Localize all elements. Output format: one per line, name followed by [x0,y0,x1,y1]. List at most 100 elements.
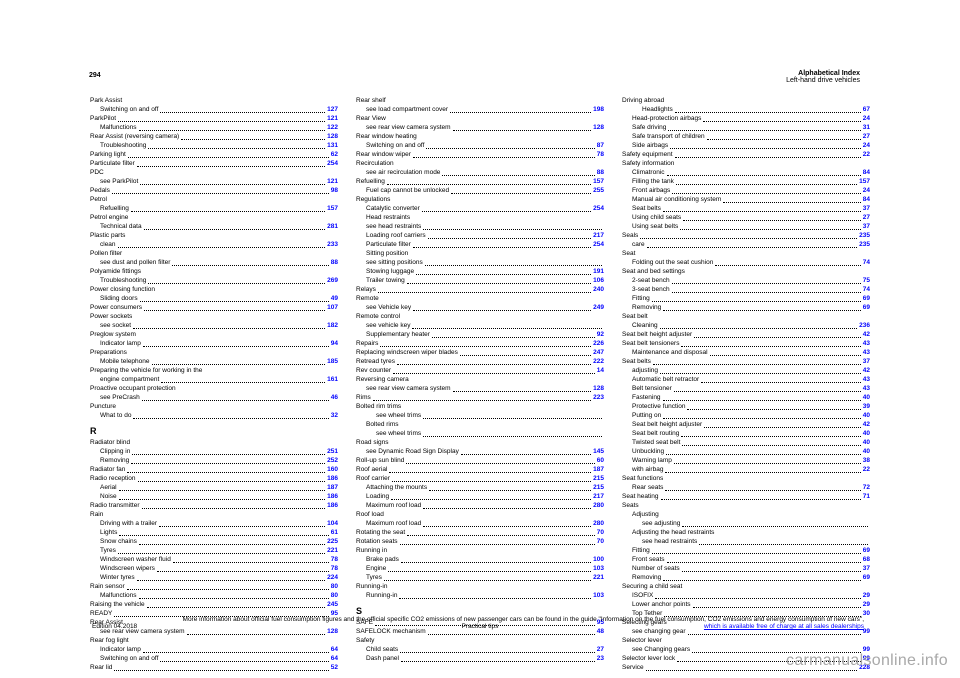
index-entry-page[interactable]: 78 [331,555,338,564]
index-entry-page[interactable]: 88 [597,168,604,177]
index-entry-page[interactable]: 215 [593,474,604,483]
index-entry-page[interactable]: 254 [593,204,604,213]
index-entry-page[interactable]: 23 [597,654,604,663]
index-entry-page[interactable]: 24 [863,186,870,195]
index-entry-page[interactable]: 22 [863,150,870,159]
index-entry-page[interactable]: 87 [597,141,604,150]
index-entry-page[interactable]: 122 [327,123,338,132]
index-entry-page[interactable]: 94 [331,339,338,348]
index-entry-page[interactable]: 14 [597,366,604,375]
index-entry-page[interactable]: 226 [593,339,604,348]
index-entry-page[interactable]: 251 [327,447,338,456]
index-entry-page[interactable]: 74 [863,285,870,294]
index-entry-page[interactable]: 43 [863,375,870,384]
index-entry-page[interactable]: 233 [327,240,338,249]
index-entry-page[interactable]: 157 [593,177,604,186]
index-entry-page[interactable]: 84 [863,168,870,177]
index-entry-page[interactable]: 69 [863,294,870,303]
index-entry-page[interactable]: 70 [597,528,604,537]
index-entry-page[interactable]: 187 [327,483,338,492]
index-entry-page[interactable]: 280 [593,501,604,510]
index-entry-page[interactable]: 186 [327,492,338,501]
index-entry-page[interactable]: 69 [863,303,870,312]
index-entry-page[interactable]: 103 [593,591,604,600]
index-entry-page[interactable]: 254 [593,240,604,249]
index-entry-page[interactable]: 37 [863,564,870,573]
index-entry-page[interactable]: 245 [327,600,338,609]
index-entry-page[interactable]: 39 [863,402,870,411]
index-entry-page[interactable]: 42 [863,330,870,339]
index-entry-page[interactable]: 236 [859,321,870,330]
index-entry-page[interactable]: 88 [331,258,338,267]
index-entry-page[interactable]: 27 [863,213,870,222]
index-entry-page[interactable]: 27 [863,132,870,141]
index-entry-page[interactable]: 225 [327,537,338,546]
index-entry-page[interactable]: 92 [597,330,604,339]
index-entry-page[interactable]: 161 [327,375,338,384]
index-entry-page[interactable]: 269 [327,276,338,285]
index-entry-page[interactable]: 281 [327,222,338,231]
index-entry-page[interactable]: 27 [597,645,604,654]
index-entry-page[interactable]: 40 [863,411,870,420]
index-entry-page[interactable]: 157 [859,177,870,186]
index-entry-page[interactable]: 254 [327,159,338,168]
index-entry-page[interactable]: 43 [863,384,870,393]
index-entry-page[interactable]: 29 [863,600,870,609]
index-entry-page[interactable]: 104 [327,519,338,528]
index-entry-page[interactable]: 121 [327,114,338,123]
index-entry-page[interactable]: 37 [863,204,870,213]
index-entry-page[interactable]: 64 [331,654,338,663]
index-entry-page[interactable]: 75 [863,276,870,285]
index-entry-page[interactable]: 52 [331,663,338,672]
index-entry-page[interactable]: 42 [863,366,870,375]
index-entry-page[interactable]: 128 [327,132,338,141]
index-entry-page[interactable]: 22 [863,465,870,474]
index-entry-page[interactable]: 78 [331,564,338,573]
index-entry-page[interactable]: 221 [327,546,338,555]
index-entry-page[interactable]: 60 [597,456,604,465]
index-entry-page[interactable]: 128 [593,123,604,132]
index-entry-page[interactable]: 24 [863,114,870,123]
index-entry-page[interactable]: 280 [593,519,604,528]
index-entry-page[interactable]: 185 [327,357,338,366]
index-entry-page[interactable]: 80 [331,591,338,600]
index-entry-page[interactable]: 31 [863,123,870,132]
index-entry-page[interactable]: 107 [327,303,338,312]
index-entry-page[interactable]: 29 [863,591,870,600]
index-entry-page[interactable]: 72 [863,483,870,492]
index-entry-page[interactable]: 221 [593,573,604,582]
index-entry-page[interactable]: 186 [327,501,338,510]
index-entry-page[interactable]: 252 [327,456,338,465]
index-entry-page[interactable]: 69 [863,573,870,582]
index-entry-page[interactable]: 222 [593,357,604,366]
index-entry-page[interactable]: 103 [593,564,604,573]
index-entry-page[interactable]: 71 [863,492,870,501]
index-entry-page[interactable]: 157 [327,204,338,213]
index-entry-page[interactable]: 128 [593,384,604,393]
index-entry-page[interactable]: 74 [863,258,870,267]
index-entry-page[interactable]: 223 [593,393,604,402]
index-entry-page[interactable]: 186 [327,474,338,483]
index-entry-page[interactable]: 37 [863,222,870,231]
index-entry-page[interactable]: 61 [331,528,338,537]
index-entry-page[interactable]: 67 [863,105,870,114]
index-entry-page[interactable]: 40 [863,438,870,447]
index-entry-page[interactable]: 43 [863,348,870,357]
index-entry-page[interactable]: 160 [327,465,338,474]
index-entry-page[interactable]: 68 [863,555,870,564]
index-entry-page[interactable]: 98 [331,186,338,195]
index-entry-page[interactable]: 106 [593,276,604,285]
index-entry-page[interactable]: 46 [331,393,338,402]
index-entry-page[interactable]: 40 [863,447,870,456]
index-entry-page[interactable]: 224 [327,573,338,582]
index-entry-page[interactable]: 198 [593,105,604,114]
index-entry-page[interactable]: 145 [593,447,604,456]
index-entry-page[interactable]: 32 [331,411,338,420]
index-entry-page[interactable]: 70 [597,537,604,546]
index-entry-page[interactable]: 187 [593,465,604,474]
index-entry-page[interactable]: 38 [863,456,870,465]
index-entry-page[interactable]: 217 [593,231,604,240]
index-entry-page[interactable]: 235 [859,240,870,249]
index-entry-page[interactable]: 131 [327,141,338,150]
index-entry-page[interactable]: 24 [863,141,870,150]
